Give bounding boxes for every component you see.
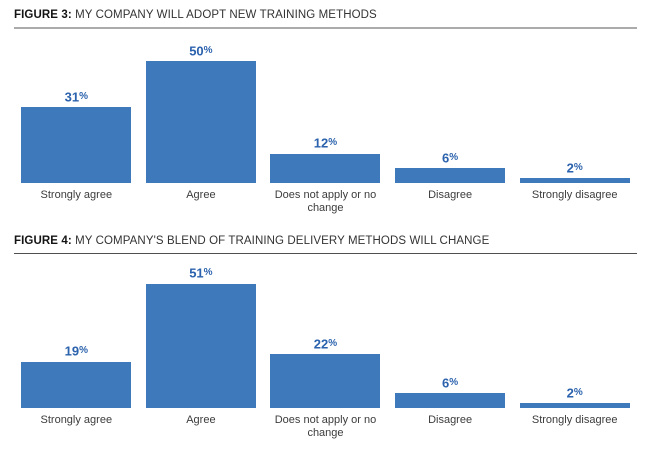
bar-value-label: 2% xyxy=(566,160,583,176)
category-label: Agree xyxy=(186,189,216,201)
bar xyxy=(395,393,506,408)
figure-4-bar-chart: 19% Strongly agree 51% Agree 22% Does not app… xyxy=(14,258,637,439)
bar-value-label: 6% xyxy=(442,375,459,391)
bar-value-label: 19% xyxy=(64,343,88,359)
figure-4-label: FIGURE 4: xyxy=(14,235,72,247)
figure-3-title-text: MY COMPANY WILL ADOPT NEW TRAINING METHO… xyxy=(75,9,377,21)
figure-4-section: FIGURE 4: MY COMPANY'S BLEND OF TRAINING… xyxy=(14,234,637,439)
chart-column: 2% Strongly disagree xyxy=(512,258,637,439)
chart-column: 12% Does not apply or no change xyxy=(263,33,388,214)
bar-value-label: 12% xyxy=(313,135,338,151)
figure-3-label: FIGURE 3: xyxy=(14,9,72,21)
bar xyxy=(270,354,381,408)
chart-column: 19% Strongly agree xyxy=(14,258,139,439)
chart-column: 22% Does not apply or no change xyxy=(263,258,388,439)
category-label: Agree xyxy=(186,414,216,426)
category-label: Disagree xyxy=(428,189,473,201)
category-label: Does not apply or no change xyxy=(274,189,377,214)
chart-column: 6% Disagree xyxy=(388,258,513,439)
figure-3-bar-chart: 31% Strongly agree 50% Agree 12% Does not app… xyxy=(14,33,637,214)
bar-value-label: 6% xyxy=(442,150,459,166)
bar xyxy=(395,168,506,183)
bar xyxy=(145,283,256,408)
chart-column: 31% Strongly agree xyxy=(14,33,139,214)
chart-column: 50% Agree xyxy=(139,33,264,214)
category-label: Strongly disagree xyxy=(531,414,618,426)
bar xyxy=(21,107,132,183)
category-label: Strongly disagree xyxy=(531,189,618,201)
bar xyxy=(21,361,132,408)
bar xyxy=(519,403,630,408)
chart-column: 2% Strongly disagree xyxy=(512,33,637,214)
category-label: Strongly agree xyxy=(40,189,113,201)
bar-value-label: 2% xyxy=(566,385,583,401)
chart-column: 51% Agree xyxy=(139,258,264,439)
figure-4-title-text: MY COMPANY'S BLEND OF TRAINING DELIVERY … xyxy=(75,235,490,247)
chart-column: 6% Disagree xyxy=(388,33,513,214)
figure-4-title: FIGURE 4: MY COMPANY'S BLEND OF TRAINING… xyxy=(14,234,637,254)
figure-3-title: FIGURE 3: MY COMPANY WILL ADOPT NEW TRAI… xyxy=(14,8,637,29)
bar-value-label: 50% xyxy=(189,43,213,58)
bar xyxy=(519,178,630,183)
figure-3-section: FIGURE 3: MY COMPANY WILL ADOPT NEW TRAI… xyxy=(14,8,637,214)
bar-value-label: 51% xyxy=(189,265,213,281)
bar-value-label: 22% xyxy=(313,336,338,352)
bar xyxy=(270,153,381,183)
category-label: Disagree xyxy=(428,414,473,426)
category-label: Does not apply or no change xyxy=(274,414,377,439)
bar-value-label: 31% xyxy=(64,89,88,105)
category-label: Strongly agree xyxy=(40,414,113,426)
bar xyxy=(145,61,256,183)
